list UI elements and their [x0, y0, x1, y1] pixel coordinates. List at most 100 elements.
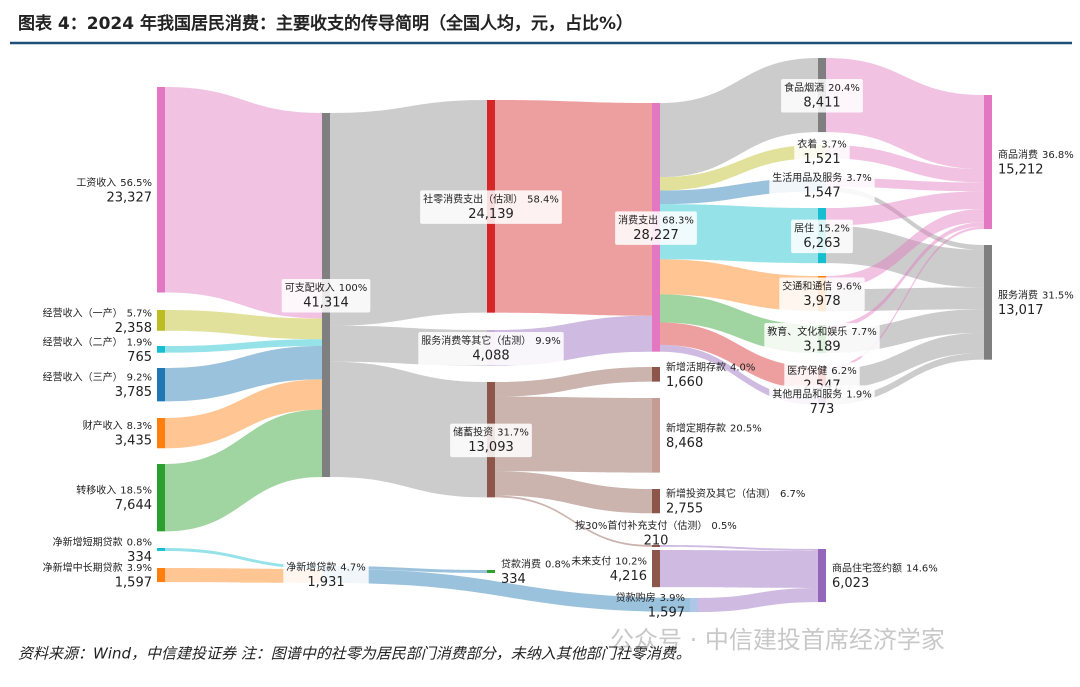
node-share: 36.8%	[1042, 150, 1074, 161]
flow	[826, 287, 984, 312]
node-name-text: 储蓄投资	[453, 426, 493, 439]
label-box	[769, 168, 875, 203]
node-label: 可支配收入 100% 41,314	[281, 279, 371, 313]
label-box	[450, 423, 532, 458]
node-share: 4.0%	[730, 362, 755, 373]
flow	[660, 145, 818, 191]
node-name: 医疗保健 6.2%	[787, 364, 856, 377]
node	[652, 367, 660, 382]
flow	[495, 367, 652, 397]
flow	[826, 208, 984, 290]
flow	[330, 566, 487, 573]
flow	[698, 587, 818, 613]
node-label: 工资收入 56.5%23,327	[76, 176, 152, 206]
flow	[826, 191, 984, 226]
node	[818, 549, 826, 603]
node	[984, 245, 992, 360]
node-label: 经营收入（三产） 9.2%3,785	[43, 371, 152, 401]
node-value: 23,327	[107, 190, 153, 205]
node	[487, 570, 495, 573]
node-name-text: 服务消费	[998, 288, 1038, 301]
node-value: 3,785	[115, 385, 152, 400]
node-name: 生活用品及服务 3.7%	[772, 171, 871, 184]
node-name-text: 净新增贷款	[286, 561, 336, 574]
flow	[165, 548, 322, 569]
node-name-text: 经营收入（二产）	[43, 335, 123, 348]
node-name-text: 经营收入（三产）	[43, 371, 123, 384]
node-name-text: 净新增短期贷款	[53, 535, 123, 548]
node-name-text: 医疗保健	[787, 364, 827, 377]
node-label: 贷款购房 3.9% 1,597	[616, 591, 685, 621]
node-name: 未来支付 10.2%	[571, 555, 647, 568]
node-name: 新增活期存款 4.0%	[666, 360, 755, 373]
node-label: 新增投资及其它（估测） 6.7% 2,755	[666, 487, 805, 517]
node-name-text: 食品烟酒	[784, 81, 824, 94]
node-name-text: 商品消费	[998, 148, 1038, 161]
node-label: 贷款消费 0.8% 334	[501, 557, 570, 587]
node-name: 按30%首付补充支付（估测） 0.5%	[575, 519, 737, 532]
flow	[495, 471, 652, 514]
flow	[660, 58, 818, 178]
node-name: 财产收入 8.3%	[83, 419, 152, 432]
node-share: 0.8%	[127, 537, 152, 548]
node-name: 贷款购房 3.9%	[616, 591, 685, 604]
node-name: 净新增短期贷款 0.8%	[53, 535, 152, 548]
node-value: 765	[127, 350, 152, 365]
node-share: 1.9%	[127, 337, 152, 348]
node-share: 8.3%	[127, 421, 152, 432]
node-name: 经营收入（二产） 1.9%	[43, 335, 152, 348]
node-value: 13,017	[998, 303, 1044, 318]
flow	[165, 379, 322, 449]
node-name: 消费支出 68.3%	[618, 213, 694, 226]
node-value: 1,931	[307, 575, 344, 590]
links	[165, 58, 984, 613]
label-box	[769, 385, 875, 419]
node-label: 财产收入 8.3% 3,435	[83, 419, 152, 449]
node-share: 15.2%	[818, 224, 850, 235]
flow	[165, 87, 322, 319]
node-name-text: 其他用品和服务	[772, 387, 842, 400]
source-note: 资料来源：Wind，中信建投证券 注：图谱中的社零为居民部门消费部分，未纳入其他…	[18, 645, 691, 663]
flow	[495, 495, 652, 547]
node-value: 3,978	[803, 294, 840, 309]
node-name-text: 服务消费等其它（估测）	[421, 334, 531, 347]
node-label: 净新增贷款 4.7%1,931	[283, 558, 369, 593]
label-box	[420, 190, 562, 224]
node-value: 3,189	[803, 340, 840, 355]
node-name: 居住 15.2%	[794, 222, 850, 235]
node-name-text: 教育、文化和娱乐	[767, 325, 847, 338]
label-box	[418, 332, 564, 366]
flow	[826, 222, 984, 330]
node-value: 41,314	[303, 296, 349, 311]
flow	[495, 396, 652, 473]
node-name-text: 贷款购房	[616, 591, 656, 604]
node-share: 31.5%	[1042, 290, 1074, 301]
node-label: 新增定期存款 20.5% 8,468	[666, 421, 762, 451]
node-value: 2,755	[666, 502, 703, 517]
node-share: 5.7%	[127, 308, 152, 319]
node-label: 交通和通信 9.6%3,978	[779, 277, 865, 312]
node-value: 2,358	[115, 321, 152, 336]
node-name-text: 交通和通信	[782, 280, 832, 293]
flow	[165, 339, 322, 353]
node-label: 储蓄投资 31.7%13,093	[450, 423, 532, 458]
node-name: 可支配收入 100%	[285, 281, 368, 294]
node-label: 新增活期存款 4.0% 1,660	[666, 360, 755, 390]
node-value: 334	[127, 550, 152, 565]
label-box	[779, 277, 865, 312]
node-value: 13,093	[468, 440, 514, 455]
node	[157, 548, 165, 551]
label-box	[615, 211, 697, 245]
node-value: 8,411	[803, 96, 840, 111]
node-value: 1,660	[666, 375, 703, 390]
flow	[165, 568, 322, 584]
node-name-text: 财产收入	[83, 419, 123, 432]
node-value: 1,547	[803, 185, 840, 200]
node-name-text: 商品住宅签约额	[832, 562, 902, 575]
node-share: 3.9%	[127, 563, 152, 574]
node-share: 31.7%	[497, 428, 529, 439]
node	[157, 464, 165, 532]
node-label: 消费支出 68.3% 28,227	[615, 211, 697, 245]
label-box	[283, 558, 369, 593]
node	[157, 418, 165, 449]
